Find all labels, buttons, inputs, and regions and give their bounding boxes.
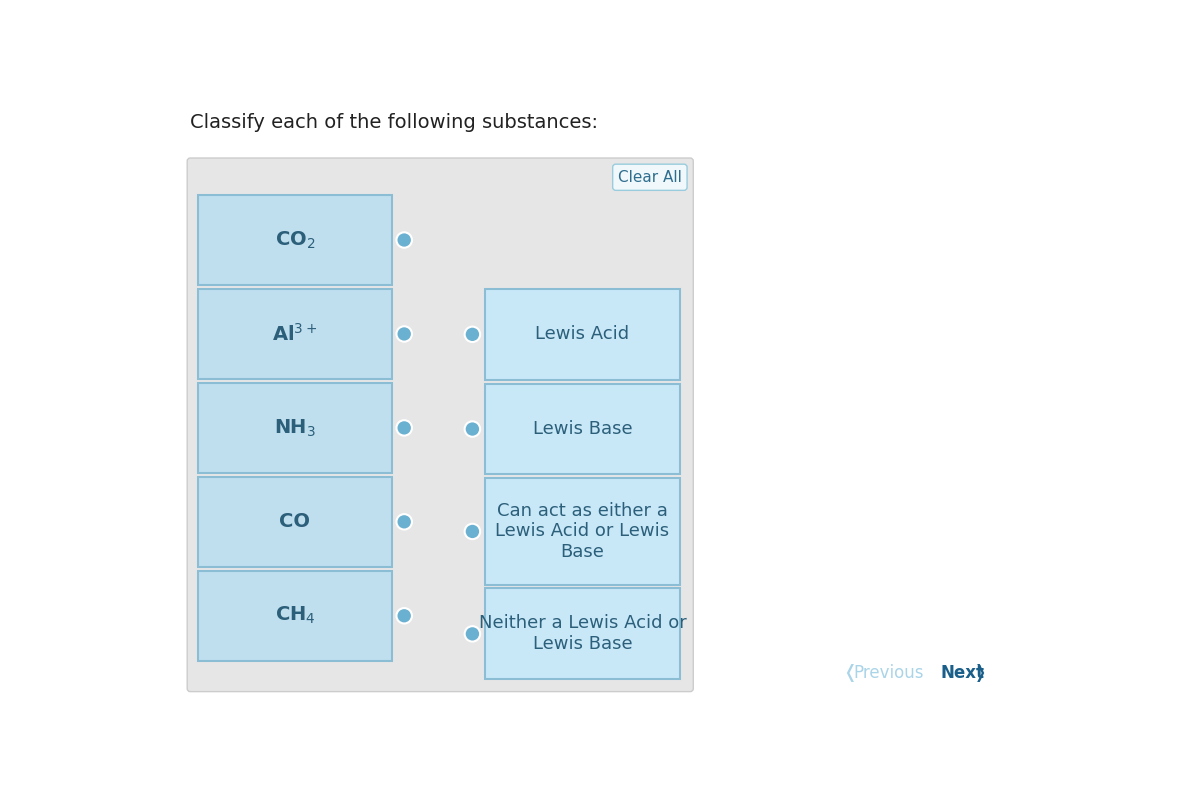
Text: Lewis Acid: Lewis Acid [535,325,630,344]
FancyBboxPatch shape [198,195,391,285]
Text: CO$_2$: CO$_2$ [275,230,316,251]
Text: Next: Next [941,664,984,682]
Circle shape [396,326,412,342]
Circle shape [464,524,480,539]
Text: Neither a Lewis Acid or
Lewis Base: Neither a Lewis Acid or Lewis Base [479,614,686,654]
Circle shape [396,232,412,248]
FancyBboxPatch shape [485,588,680,679]
Text: NH$_3$: NH$_3$ [274,418,316,438]
Text: Can act as either a
Lewis Acid or Lewis
Base: Can act as either a Lewis Acid or Lewis … [496,501,670,561]
Circle shape [396,420,412,436]
Text: Classify each of the following substances:: Classify each of the following substance… [191,112,599,132]
FancyBboxPatch shape [485,478,680,584]
Text: CO: CO [280,512,311,532]
FancyBboxPatch shape [198,383,391,473]
Circle shape [464,626,480,642]
FancyBboxPatch shape [485,383,680,474]
Text: CH$_4$: CH$_4$ [275,605,316,626]
Circle shape [396,514,412,529]
Text: Lewis Base: Lewis Base [533,420,632,438]
Text: ❭: ❭ [973,664,988,682]
FancyBboxPatch shape [198,477,391,567]
Circle shape [464,422,480,437]
Text: Previous: Previous [853,664,924,682]
Text: Clear All: Clear All [618,170,682,185]
FancyBboxPatch shape [485,289,680,379]
Circle shape [396,608,412,623]
FancyBboxPatch shape [613,164,688,190]
FancyBboxPatch shape [198,289,391,379]
Text: Al$^{3+}$: Al$^{3+}$ [272,323,318,345]
Circle shape [464,327,480,342]
FancyBboxPatch shape [198,571,391,661]
Text: ❬: ❬ [842,664,857,682]
FancyBboxPatch shape [187,158,694,692]
